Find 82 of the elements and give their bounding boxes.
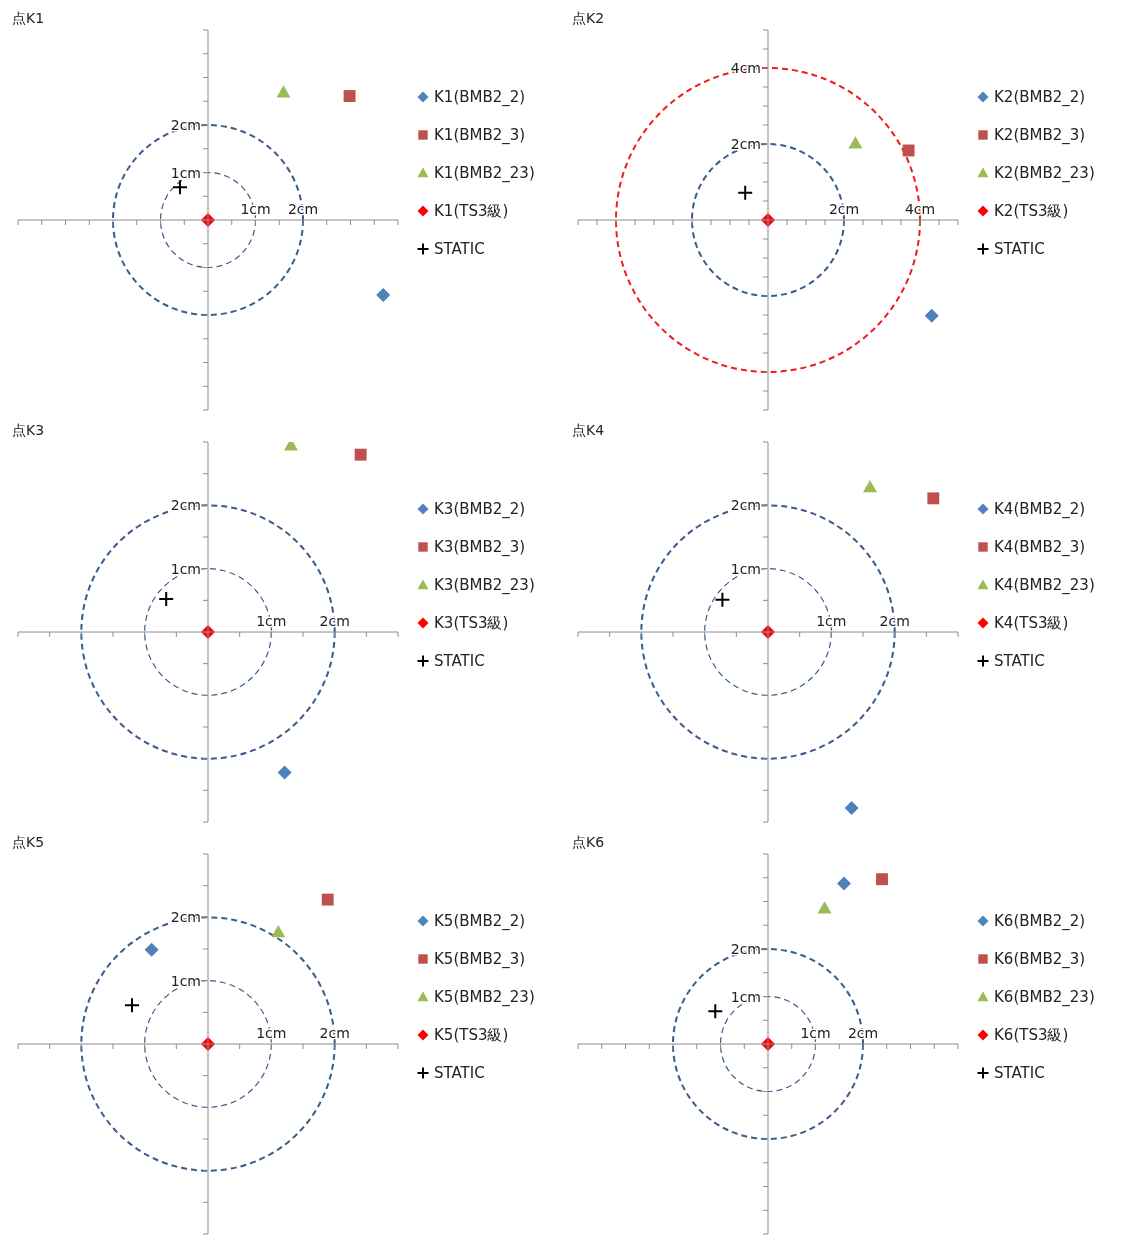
y-tick-label: 2cm <box>170 909 201 926</box>
x-tick-label: 1cm <box>800 1025 831 1041</box>
legend-label: K1(BMB2_3) <box>434 126 526 144</box>
x-tick-label: 2cm <box>879 613 910 629</box>
legend-label: K2(BMB2_23) <box>994 164 1095 182</box>
point <box>124 997 140 1014</box>
y-tick-label: 1cm <box>170 164 201 181</box>
y-tick-label: 2cm <box>730 497 761 514</box>
legend-label: K4(BMB2_2) <box>994 500 1086 518</box>
x-tick-label: 1cm <box>240 201 271 217</box>
legend-label: K3(BMB2_3) <box>434 538 526 556</box>
chart-title: 点K1 <box>12 10 45 28</box>
legend-label: K3(BMB2_2) <box>434 500 526 518</box>
point <box>714 591 731 608</box>
x-tick-label: 2cm <box>319 1025 350 1041</box>
point <box>837 876 851 891</box>
point <box>927 492 940 505</box>
legend-label: K5(BMB2_3) <box>434 950 526 968</box>
legend-label: K4(BMB2_23) <box>994 576 1095 594</box>
legend-label: STATIC <box>994 652 1045 670</box>
point <box>844 801 859 816</box>
point <box>924 308 939 323</box>
point <box>876 873 888 886</box>
point <box>321 893 334 906</box>
legend-label: K1(BMB2_23) <box>434 164 535 182</box>
x-tick-label: 1cm <box>816 613 847 629</box>
y-tick-label: 2cm <box>730 136 761 152</box>
legend-label: K3(TS3級) <box>434 613 509 633</box>
point <box>276 85 291 98</box>
y-tick-label: 1cm <box>730 560 761 577</box>
legend-label: STATIC <box>434 240 485 258</box>
legend-label: K6(TS3級) <box>994 1025 1069 1045</box>
legend-label: K3(BMB2_23) <box>434 576 535 594</box>
point <box>277 765 292 780</box>
legend-label: K1(BMB2_2) <box>434 88 526 106</box>
chart-title: 点K3 <box>12 422 45 440</box>
chart-title: 点K2 <box>572 10 605 28</box>
legend-label: STATIC <box>994 1064 1045 1082</box>
x-tick-label: 2cm <box>828 201 860 217</box>
legend-label: K1(TS3級) <box>434 201 509 221</box>
chart-title: 点K5 <box>12 834 45 852</box>
chart-title: 点K4 <box>572 422 605 440</box>
point <box>376 288 391 303</box>
point <box>817 901 832 914</box>
y-tick-label: 1cm <box>170 560 201 577</box>
point <box>343 90 356 102</box>
point <box>707 1003 724 1020</box>
legend-label: K2(BMB2_2) <box>994 88 1086 106</box>
x-tick-label: 2cm <box>319 613 350 629</box>
legend-label: K2(TS3級) <box>994 201 1069 221</box>
legend-label: STATIC <box>434 652 485 670</box>
legend-label: K6(BMB2_23) <box>994 988 1095 1006</box>
legend-label: K2(BMB2_3) <box>994 126 1086 144</box>
y-tick-label: 2cm <box>170 497 201 514</box>
point <box>171 179 188 196</box>
legend-label: K4(TS3級) <box>994 613 1069 633</box>
legend-label: STATIC <box>434 1064 485 1082</box>
x-tick-label: 4cm <box>904 201 936 217</box>
point <box>354 448 367 461</box>
y-tick-label: 1cm <box>730 988 761 1005</box>
point <box>848 136 863 149</box>
point <box>144 942 159 957</box>
legend-label: K6(BMB2_3) <box>994 950 1086 968</box>
point <box>902 144 915 157</box>
legend-label: K6(BMB2_2) <box>994 912 1086 930</box>
legend-label: K5(BMB2_2) <box>434 912 526 930</box>
legend-label: K4(BMB2_3) <box>994 538 1086 556</box>
x-tick-label: 2cm <box>847 1025 879 1041</box>
legend-label: STATIC <box>994 240 1045 258</box>
x-tick-label: 1cm <box>256 613 287 629</box>
x-tick-label: 2cm <box>287 201 319 217</box>
point <box>158 591 175 608</box>
chart-title: 点K6 <box>572 834 605 852</box>
legend-label: K5(TS3級) <box>434 1025 509 1045</box>
y-tick-label: 1cm <box>170 972 201 989</box>
point <box>737 184 754 201</box>
point <box>271 924 286 938</box>
y-tick-label: 2cm <box>170 117 201 133</box>
x-tick-label: 1cm <box>256 1025 287 1041</box>
point <box>862 479 877 493</box>
legend-label: K5(BMB2_23) <box>434 988 535 1006</box>
y-tick-label: 2cm <box>730 941 761 957</box>
